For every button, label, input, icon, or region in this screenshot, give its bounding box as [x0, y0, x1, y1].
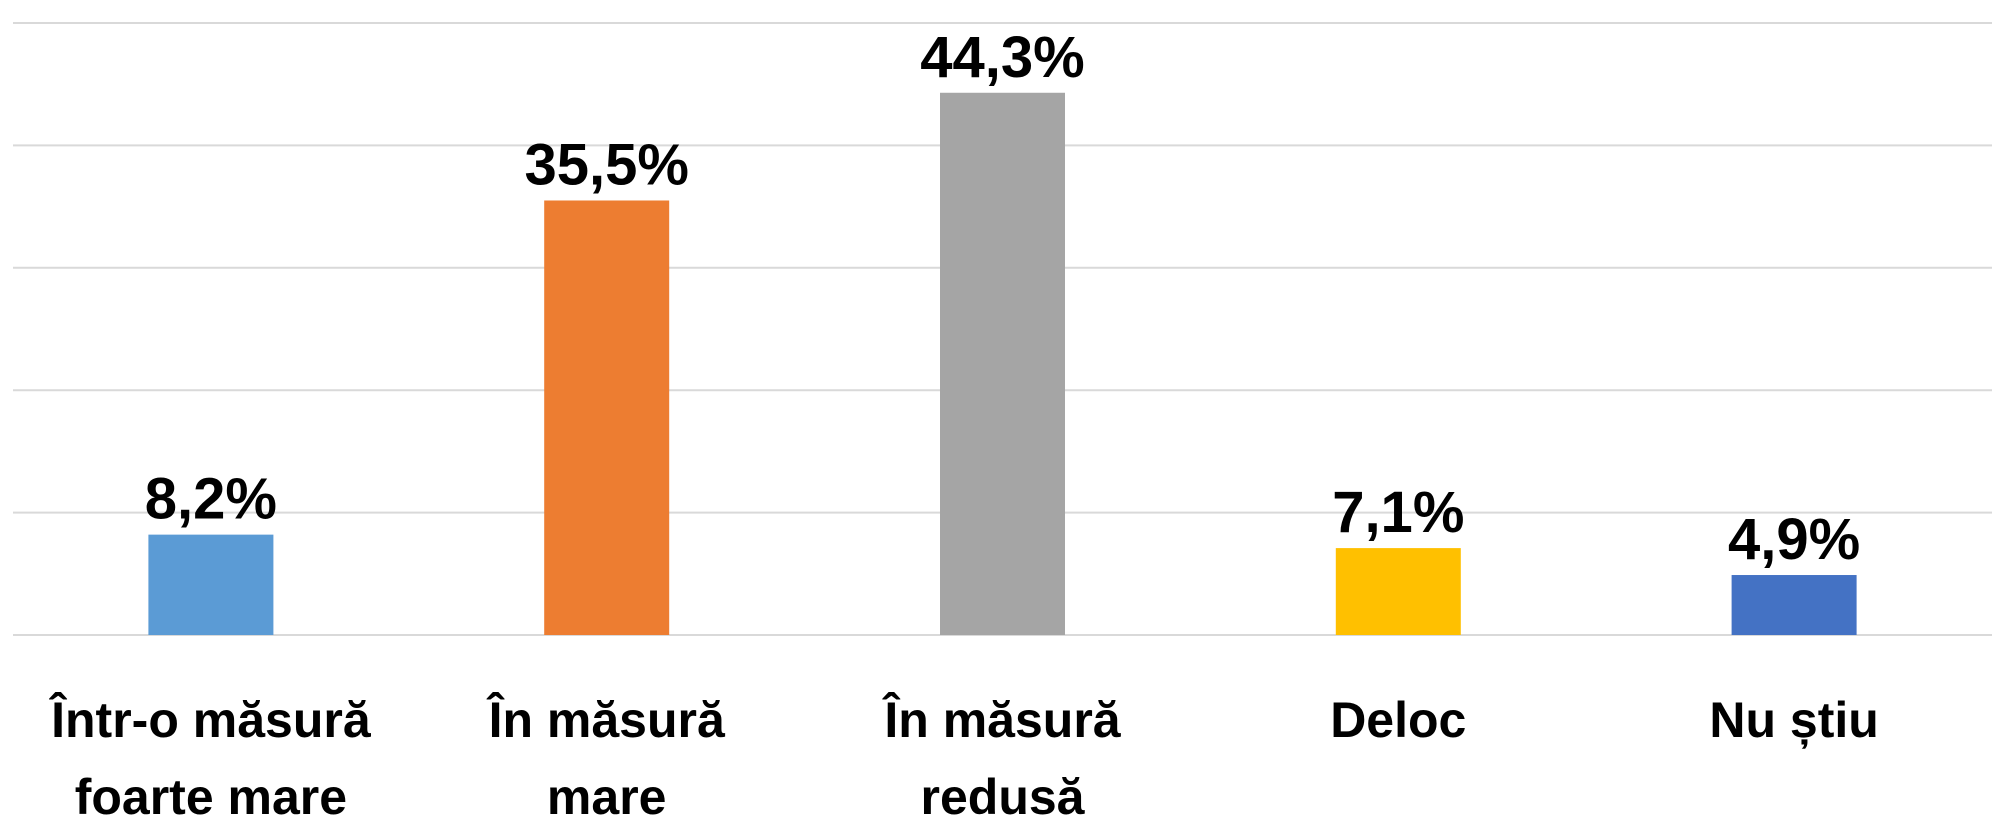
- x-tick-label: În măsură redusă: [884, 692, 1121, 821]
- bar: [940, 92, 1065, 635]
- data-label: 7,1%: [1332, 480, 1464, 545]
- data-label: 35,5%: [524, 132, 688, 197]
- bar: [544, 200, 670, 636]
- data-label: 8,2%: [145, 467, 277, 532]
- x-tick-label: Într-o măsură foarte mare: [51, 692, 371, 821]
- x-tick-label: În măsură mare: [488, 692, 725, 821]
- bar: [1335, 548, 1461, 635]
- data-label: 4,9%: [1728, 507, 1860, 572]
- bar: [148, 534, 274, 635]
- x-tick-label: Deloc: [1330, 692, 1467, 748]
- data-label: 44,3%: [920, 25, 1084, 90]
- x-tick-label: Nu știu: [1709, 692, 1879, 748]
- bar: [1731, 575, 1857, 635]
